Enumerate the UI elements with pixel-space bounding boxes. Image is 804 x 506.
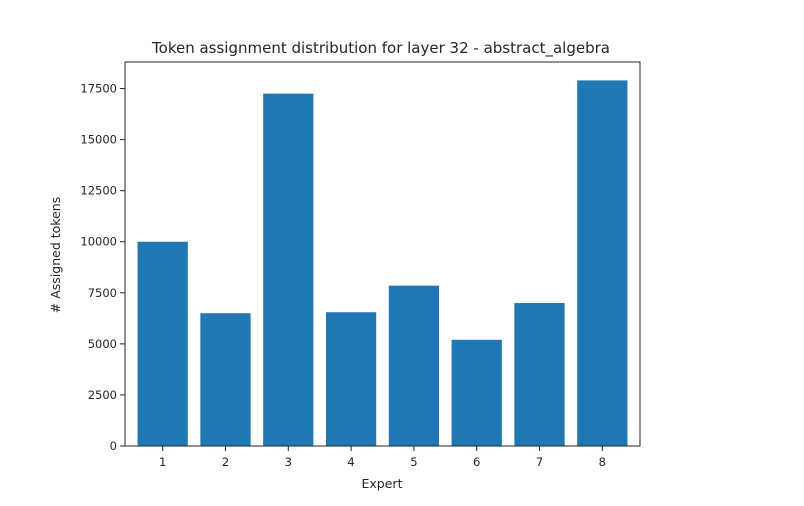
x-tick-label: 3 bbox=[285, 455, 292, 469]
plot-area: 1 2 3 4 5 6 7 8 0 2500 5000 7500 10000 12500 15000 1750… bbox=[80, 80, 628, 469]
bar-expert-6 bbox=[451, 339, 502, 446]
y-tick-label: 17500 bbox=[80, 82, 117, 96]
bar-expert-1 bbox=[137, 241, 188, 446]
bar-expert-8 bbox=[577, 80, 628, 446]
y-tick-label: 12500 bbox=[80, 184, 117, 198]
y-tick-label: 0 bbox=[110, 439, 117, 453]
x-tick-label: 8 bbox=[599, 455, 606, 469]
y-axis-label: # Assigned tokens bbox=[48, 197, 63, 313]
y-tick-label: 7500 bbox=[88, 286, 117, 300]
y-tick-label: 15000 bbox=[80, 133, 117, 147]
axes-frame bbox=[124, 61, 641, 447]
chart-title: Token assignment distribution for layer … bbox=[151, 39, 610, 58]
y-tick-label: 5000 bbox=[88, 337, 117, 351]
bar-expert-4 bbox=[325, 312, 377, 446]
bar-expert-2 bbox=[200, 313, 251, 446]
x-tick-label: 7 bbox=[536, 455, 543, 469]
bar-expert-7 bbox=[514, 303, 565, 446]
x-tick-label: 6 bbox=[473, 455, 480, 469]
x-tick-label: 2 bbox=[222, 455, 229, 469]
y-tick-label: 10000 bbox=[80, 235, 117, 249]
x-axis-label: Expert bbox=[362, 476, 403, 491]
bar-expert-5 bbox=[388, 285, 440, 446]
x-tick-label: 5 bbox=[410, 455, 417, 469]
x-tick-label: 4 bbox=[347, 455, 354, 469]
y-tick-label: 2500 bbox=[88, 388, 117, 402]
x-tick-label: 1 bbox=[159, 455, 166, 469]
bar-expert-3 bbox=[263, 93, 314, 446]
